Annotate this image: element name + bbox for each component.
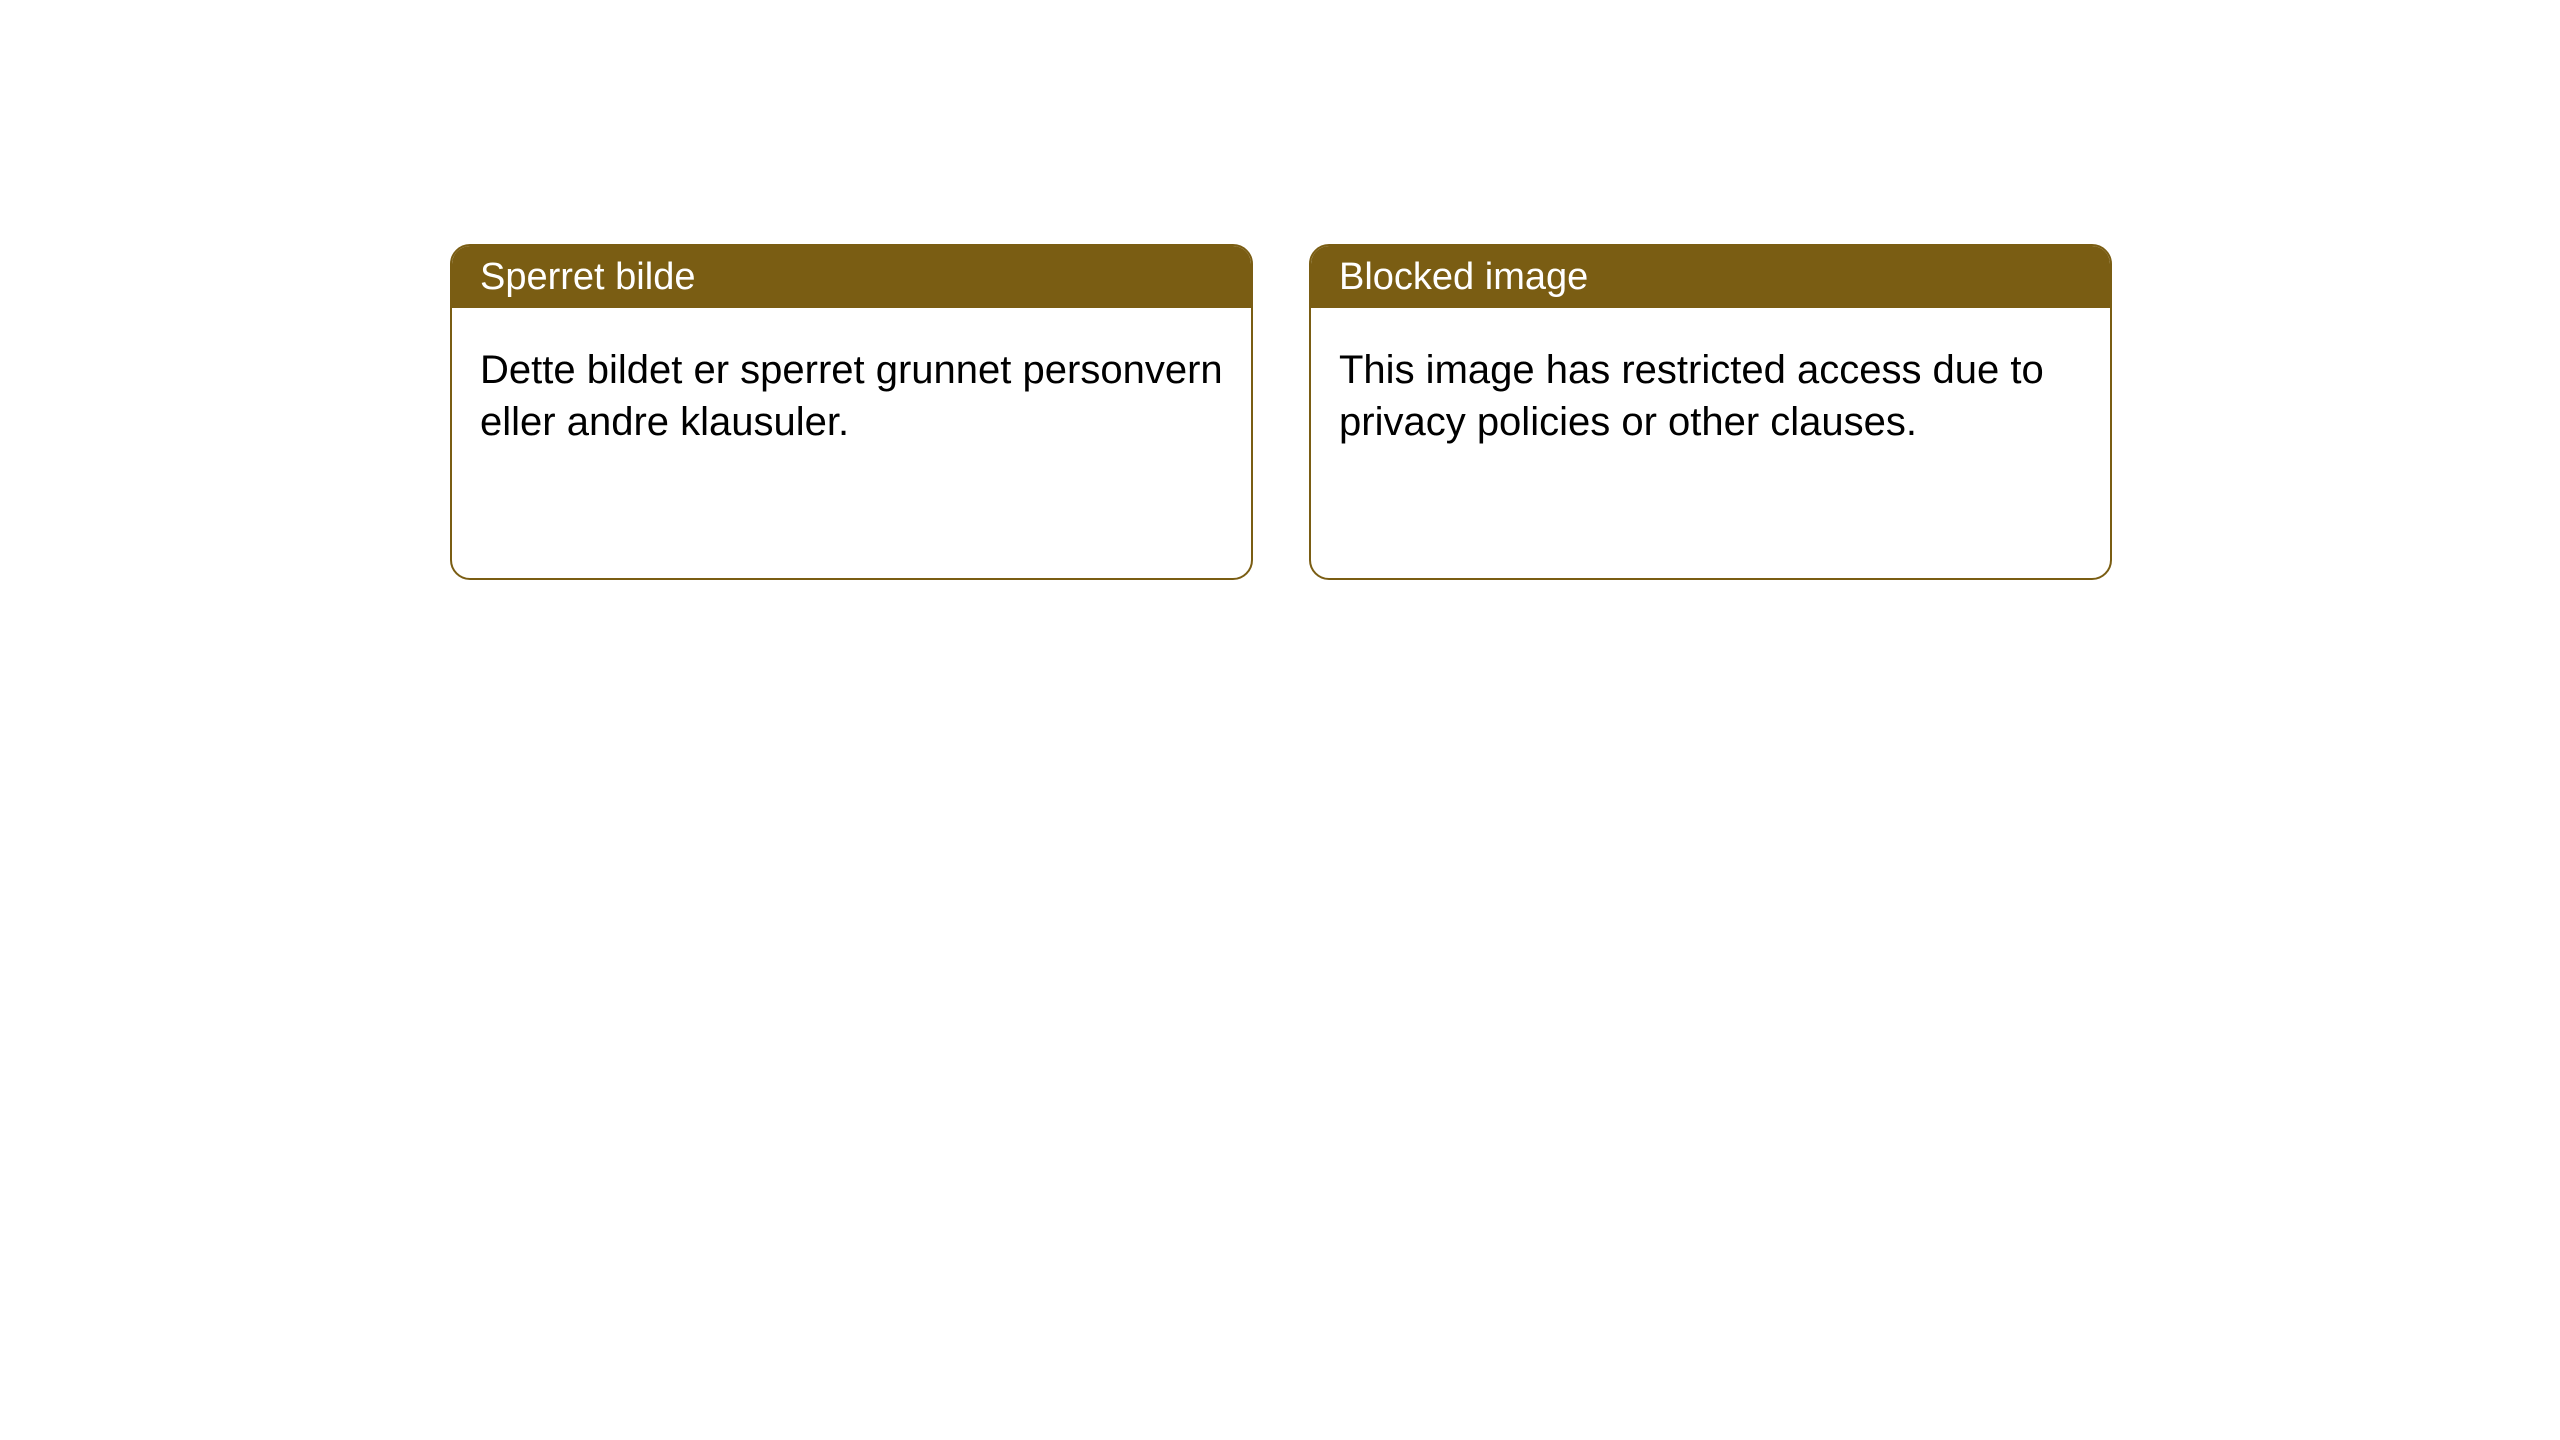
notice-body: This image has restricted access due to … — [1311, 308, 2110, 484]
notice-title: Blocked image — [1339, 256, 1588, 299]
notice-cards-container: Sperret bilde Dette bildet er sperret gr… — [450, 244, 2560, 580]
notice-card-norwegian: Sperret bilde Dette bildet er sperret gr… — [450, 244, 1253, 580]
notice-body: Dette bildet er sperret grunnet personve… — [452, 308, 1251, 484]
notice-header: Sperret bilde — [452, 246, 1251, 308]
notice-title: Sperret bilde — [480, 256, 695, 299]
notice-message: Dette bildet er sperret grunnet personve… — [480, 348, 1223, 444]
notice-card-english: Blocked image This image has restricted … — [1309, 244, 2112, 580]
notice-message: This image has restricted access due to … — [1339, 348, 2044, 444]
notice-header: Blocked image — [1311, 246, 2110, 308]
